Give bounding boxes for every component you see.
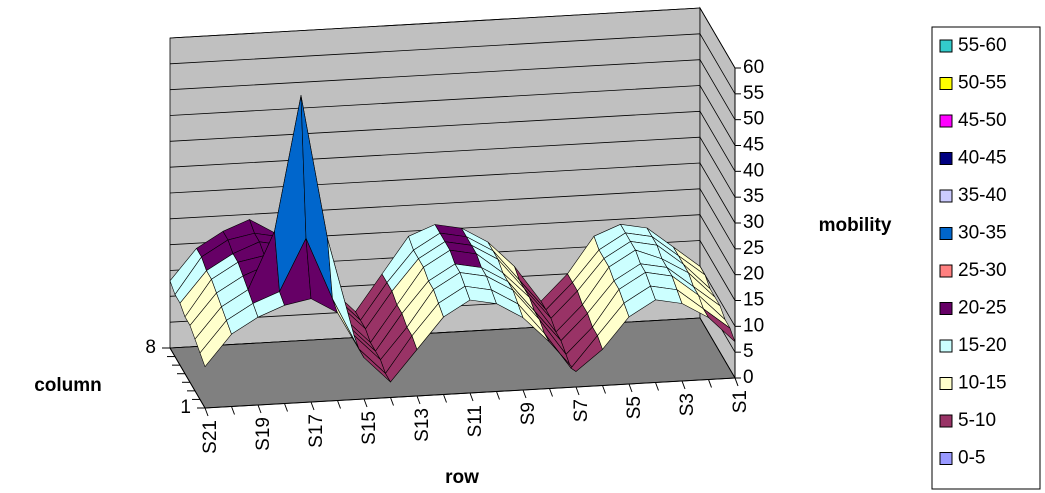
legend-label: 40-45 xyxy=(958,148,1007,169)
z-tick-label: 10 xyxy=(743,315,764,336)
x-tick xyxy=(708,379,712,388)
z-tick-label: 15 xyxy=(743,290,764,311)
x-tick-label: S11 xyxy=(465,405,486,437)
x-tick-label: S1 xyxy=(730,390,751,413)
x-tick xyxy=(575,386,580,396)
y-tick-label: 8 xyxy=(145,337,156,358)
legend-swatch xyxy=(939,452,953,465)
x-tick xyxy=(655,382,659,391)
z-tick-label: 45 xyxy=(743,135,764,156)
x-tick-label: S9 xyxy=(518,402,539,425)
grid-line xyxy=(169,85,736,146)
legend-swatch xyxy=(939,77,953,90)
x-tick xyxy=(496,391,500,400)
legend-swatch xyxy=(939,302,953,315)
x-tick xyxy=(734,377,739,387)
z-tick-label: 20 xyxy=(743,264,764,285)
legend-swatch xyxy=(939,39,953,53)
legend-swatch xyxy=(939,339,953,353)
grid-line xyxy=(169,188,736,250)
grid-line xyxy=(169,317,736,379)
x-tick xyxy=(204,407,209,417)
x-tick xyxy=(681,380,686,390)
grid-line xyxy=(169,33,736,95)
z-tick-label: 0 xyxy=(743,367,754,388)
surface-facet xyxy=(703,308,736,343)
legend-label: 15-20 xyxy=(958,335,1007,356)
legend-swatch xyxy=(939,414,953,428)
x-tick xyxy=(231,406,235,415)
x-tick-label: S5 xyxy=(624,396,645,419)
legend-swatch xyxy=(939,227,953,240)
legend-swatch xyxy=(939,152,953,165)
grid-line xyxy=(169,162,736,224)
x-tick xyxy=(363,398,368,408)
x-tick xyxy=(337,400,341,409)
legend-label: 30-35 xyxy=(958,223,1007,244)
x-tick xyxy=(443,394,447,403)
z-tick-label: 60 xyxy=(743,57,764,78)
grid-line xyxy=(169,136,736,198)
x-tick xyxy=(257,404,262,414)
legend-label: 25-30 xyxy=(958,260,1007,281)
legend-label: 10-15 xyxy=(958,373,1007,394)
z-tick-label: 55 xyxy=(743,83,764,104)
x-tick-label: S21 xyxy=(200,420,221,454)
x-tick xyxy=(522,389,527,399)
x-tick xyxy=(284,403,288,412)
legend-label: 35-40 xyxy=(958,185,1007,206)
legend-swatch xyxy=(939,377,953,390)
x-tick xyxy=(602,385,606,394)
grid-line xyxy=(169,7,736,69)
legend-box xyxy=(931,26,1041,490)
x-tick xyxy=(469,392,474,402)
x-tick-label: S3 xyxy=(677,393,698,416)
z-tick-label: 35 xyxy=(743,186,764,207)
x-tick xyxy=(390,397,394,406)
x-tick xyxy=(628,383,633,393)
x-tick-label: S17 xyxy=(306,414,327,448)
z-tick-label: 5 xyxy=(743,341,754,362)
legend-swatch xyxy=(939,264,953,278)
z-tick-label: 50 xyxy=(743,109,764,130)
grid-line xyxy=(169,214,736,275)
grid-line xyxy=(169,110,736,172)
x-tick-label: S19 xyxy=(253,417,274,451)
x-tick xyxy=(416,395,421,405)
x-axis-title: row xyxy=(445,467,479,488)
y-axis-title: column xyxy=(34,375,102,396)
legend-label: 20-25 xyxy=(958,298,1007,319)
x-tick-label: S13 xyxy=(412,408,433,442)
x-tick-label: S15 xyxy=(359,411,380,445)
y-axis xyxy=(169,347,206,409)
grid-line xyxy=(169,240,736,301)
legend-label: 5-10 xyxy=(958,410,996,431)
z-tick-label: 25 xyxy=(743,238,764,259)
z-tick-label: 40 xyxy=(743,160,764,181)
x-tick xyxy=(549,388,553,397)
z-axis-title: mobility xyxy=(819,215,892,236)
grid-line xyxy=(169,59,736,120)
legend-label: 50-55 xyxy=(958,73,1007,94)
legend-label: 45-50 xyxy=(958,110,1007,131)
x-tick xyxy=(310,401,315,411)
legend-label: 0-5 xyxy=(958,448,985,469)
z-tick-label: 30 xyxy=(743,212,764,233)
legend-swatch xyxy=(939,189,953,203)
legend-swatch xyxy=(939,114,953,128)
legend-label: 55-60 xyxy=(958,35,1007,56)
x-tick-label: S7 xyxy=(571,399,592,422)
y-tick-label: 1 xyxy=(180,397,191,418)
